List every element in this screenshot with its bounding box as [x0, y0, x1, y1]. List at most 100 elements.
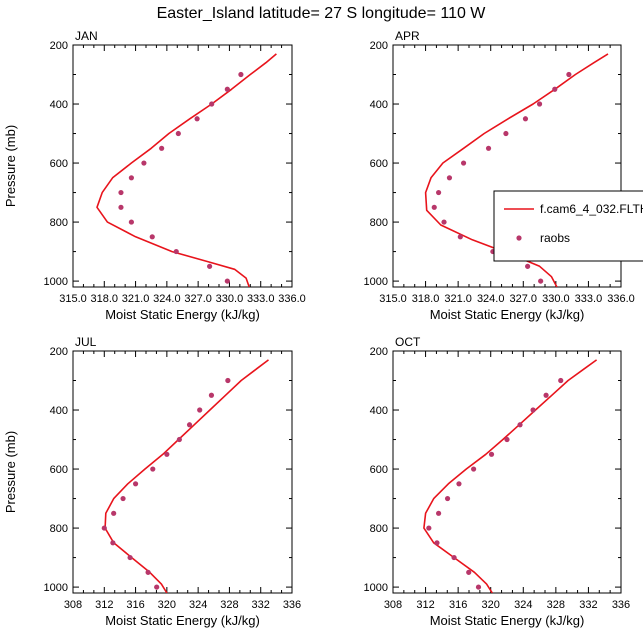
chart-panel-jul: JUL 308 312 316 320 324 328 332 336 200 400 600 800 1… [3, 335, 301, 628]
raobs-point [460, 160, 467, 166]
raobs-point [145, 569, 151, 575]
panel-label: APR [395, 29, 420, 43]
raobs-point [436, 189, 442, 196]
y-tick-label: 800 [50, 217, 68, 229]
legend-obs-marker [516, 235, 522, 241]
raobs-point [485, 145, 492, 151]
panel-label: OCT [395, 335, 421, 349]
raobs-point [238, 71, 244, 78]
raobs-point [446, 175, 453, 181]
raobs-point [436, 510, 442, 516]
raobs-point [186, 422, 193, 428]
raobs-point [444, 495, 451, 502]
y-tick-label: 600 [50, 464, 68, 476]
raobs-point [173, 248, 179, 255]
raobs-point [141, 160, 147, 166]
x-tick-label: 321.0 [122, 293, 150, 305]
raobs-point [209, 101, 215, 107]
x-tick-label: 336 [612, 599, 630, 611]
raobs-point [434, 540, 440, 546]
x-tick-label: 330.0 [542, 293, 570, 305]
figure-title: Easter_Island latitude= 27 S longitude= … [157, 5, 487, 22]
x-tick-label: 333.0 [247, 293, 275, 305]
raobs-point [475, 584, 482, 590]
x-tick-label: 312 [95, 599, 113, 611]
raobs-point [566, 71, 572, 78]
raobs-point [225, 377, 231, 384]
legend-box [493, 190, 643, 262]
raobs-point [127, 554, 133, 561]
raobs-point [111, 510, 117, 516]
x-tick-label: 324 [189, 599, 207, 611]
raobs-point [176, 436, 182, 443]
y-tick-label: 800 [370, 523, 388, 535]
raobs-point [118, 189, 124, 196]
raobs-point [194, 116, 200, 122]
y-tick-label: 400 [50, 99, 68, 111]
model-line [104, 359, 269, 593]
y-tick-label: 400 [370, 99, 388, 111]
raobs-point [558, 377, 564, 384]
raobs-point [149, 234, 155, 240]
x-tick-label: 308 [64, 599, 82, 611]
x-tick-label: 332 [579, 599, 597, 611]
plot-frame [72, 44, 293, 288]
x-axis-label: Moist Static Energy (kJ/kg) [105, 307, 260, 322]
y-tick-label: 600 [370, 158, 388, 170]
raobs-point [441, 219, 447, 225]
y-tick-label: 600 [50, 158, 68, 170]
raobs-point [426, 525, 432, 531]
x-tick-label: 318.0 [412, 293, 440, 305]
raobs-point [207, 263, 213, 269]
raobs-point [471, 466, 477, 472]
chart-panel-jan: JAN 315.0 318.0 321.0 324.0 327.0 330.0 333.0 33… [3, 29, 306, 322]
chart-panel-oct: OCT 308 312 316 320 324 328 332 336 200 400 600 800 1… [364, 335, 631, 628]
raobs-point [466, 569, 472, 575]
model-line [96, 53, 277, 287]
raobs-point [503, 130, 509, 137]
raobs-point [154, 584, 160, 590]
x-tick-label: 336.0 [278, 293, 306, 305]
x-tick-label: 324.0 [477, 293, 505, 305]
plot-frame [72, 350, 293, 594]
raobs-point [504, 436, 510, 443]
raobs-point [164, 451, 170, 457]
raobs-point [522, 116, 529, 122]
y-tick-label: 800 [50, 523, 68, 535]
x-tick-label: 315.0 [59, 293, 87, 305]
x-tick-label: 336.0 [607, 293, 635, 305]
x-tick-label: 328 [547, 599, 565, 611]
x-tick-label: 318.0 [91, 293, 119, 305]
raobs-point [530, 407, 536, 413]
raobs-point [118, 204, 124, 210]
raobs-point [525, 263, 531, 269]
x-tick-label: 320 [158, 599, 176, 611]
x-tick-label: 316 [126, 599, 144, 611]
raobs-point [536, 101, 543, 107]
model-line [423, 359, 598, 593]
raobs-point [224, 278, 230, 284]
y-tick-label: 600 [370, 464, 388, 476]
raobs-point [197, 407, 203, 413]
x-tick-label: 333.0 [575, 293, 603, 305]
raobs-point [101, 525, 107, 531]
y-tick-label: 800 [370, 217, 388, 229]
x-tick-label: 332 [252, 599, 270, 611]
y-axis-label: Pressure (mb) [3, 431, 18, 513]
y-tick-label: 1000 [44, 276, 68, 288]
y-tick-label: 400 [370, 405, 388, 417]
x-tick-label: 321.0 [444, 293, 472, 305]
legend-obs-label: raobs [540, 231, 570, 245]
x-tick-label: 308 [384, 599, 402, 611]
raobs-point [208, 392, 215, 398]
panel-label: JAN [75, 29, 98, 43]
raobs-point [175, 130, 181, 137]
raobs-point [552, 86, 558, 92]
x-tick-label: 336 [283, 599, 301, 611]
y-tick-label: 200 [50, 346, 68, 358]
plot-frame [392, 350, 622, 594]
raobs-point [120, 495, 126, 502]
x-tick-label: 324 [514, 599, 532, 611]
